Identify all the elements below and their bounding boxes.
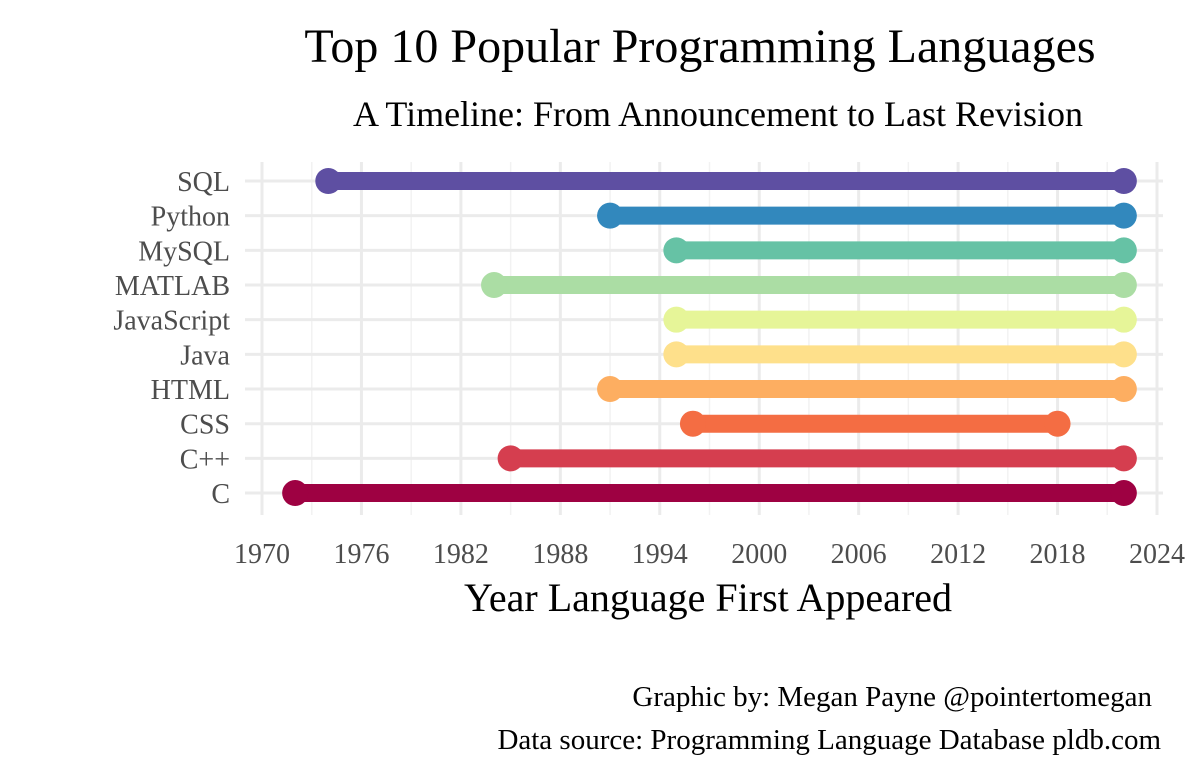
start-point-matlab [481, 272, 508, 299]
x-tick-label: 1988 [532, 539, 588, 570]
dumbbell-series [282, 168, 1137, 507]
start-point-c [282, 480, 309, 507]
series-java [663, 341, 1137, 368]
category-label: SQL [177, 167, 230, 198]
start-point-html [597, 376, 624, 403]
caption-credit: Graphic by: Megan Payne @pointertomegan [632, 681, 1152, 713]
start-point-javascript [663, 306, 690, 333]
end-point-mysql [1110, 237, 1137, 264]
x-tick-label: 2000 [731, 539, 787, 570]
end-point-matlab [1110, 272, 1137, 299]
x-tick-label: 1970 [234, 539, 290, 570]
x-tick-label: 1994 [632, 539, 688, 570]
caption-source: Data source: Programming Language Databa… [497, 724, 1161, 756]
series-cplusplus [497, 445, 1137, 472]
category-label: MATLAB [115, 271, 230, 302]
x-tick-label: 1976 [333, 539, 389, 570]
start-point-css [679, 410, 706, 437]
end-point-sql [1110, 168, 1137, 194]
end-point-css [1044, 410, 1071, 437]
category-label: C [211, 479, 230, 510]
series-html [597, 376, 1137, 403]
start-point-mysql [663, 237, 690, 264]
category-label: CSS [180, 410, 230, 441]
end-point-cplusplus [1110, 445, 1137, 472]
x-tick-label: 2012 [930, 539, 986, 570]
category-label: MySQL [138, 236, 230, 267]
category-label: JavaScript [113, 306, 230, 337]
series-javascript [663, 306, 1137, 333]
start-point-sql [315, 168, 342, 194]
start-point-python [597, 202, 624, 229]
x-tick-labels: 1970 1976 1982 1988 1994 2000 2006 2012 2018 2024 [234, 539, 1185, 570]
series-mysql [663, 237, 1137, 264]
series-python [597, 202, 1137, 229]
end-point-python [1110, 202, 1137, 229]
category-label: Python [151, 202, 230, 233]
series-sql [315, 168, 1137, 194]
end-point-java [1110, 341, 1137, 368]
x-tick-label: 2018 [1030, 539, 1086, 570]
end-point-c [1110, 480, 1137, 507]
series-matlab [481, 272, 1137, 299]
x-tick-label: 1982 [433, 539, 489, 570]
series-css [679, 410, 1071, 437]
category-label: Java [180, 340, 230, 371]
series-c [282, 480, 1137, 507]
end-point-html [1110, 376, 1137, 403]
end-point-javascript [1110, 306, 1137, 333]
category-label: C++ [180, 444, 230, 475]
category-label: HTML [151, 375, 230, 406]
chart-title: Top 10 Popular Programming Languages [304, 20, 1095, 73]
chart-subtitle: A Timeline: From Announcement to Last Re… [353, 94, 1083, 134]
start-point-cplusplus [497, 445, 524, 472]
start-point-java [663, 341, 690, 368]
x-axis-title: Year Language First Appeared [464, 575, 952, 620]
x-tick-label: 2024 [1129, 539, 1185, 570]
x-tick-label: 2006 [831, 539, 887, 570]
